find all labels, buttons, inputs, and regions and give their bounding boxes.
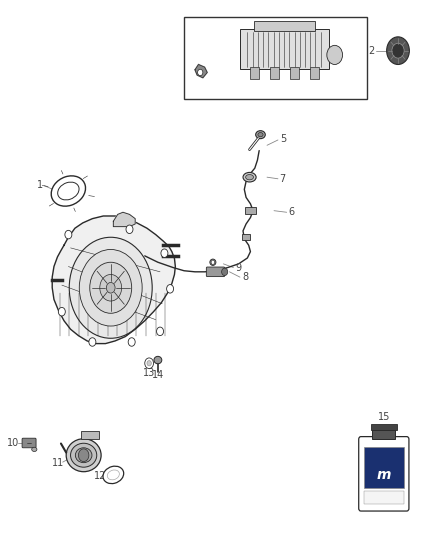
Circle shape bbox=[100, 274, 122, 301]
Bar bbox=[364, 491, 404, 504]
Bar bbox=[290, 67, 299, 79]
Ellipse shape bbox=[107, 470, 120, 480]
FancyBboxPatch shape bbox=[240, 29, 329, 69]
Text: 6: 6 bbox=[288, 207, 294, 217]
Text: 2: 2 bbox=[369, 46, 375, 55]
Bar bbox=[364, 447, 404, 488]
Bar bbox=[245, 207, 256, 214]
Circle shape bbox=[222, 268, 228, 276]
Ellipse shape bbox=[243, 172, 256, 182]
Circle shape bbox=[126, 225, 133, 233]
Ellipse shape bbox=[51, 176, 85, 206]
FancyBboxPatch shape bbox=[206, 267, 225, 277]
FancyBboxPatch shape bbox=[22, 438, 36, 448]
Text: m: m bbox=[377, 469, 391, 482]
Bar bbox=[310, 67, 319, 79]
Circle shape bbox=[78, 449, 89, 462]
Text: 13: 13 bbox=[143, 368, 155, 378]
Bar bbox=[371, 424, 397, 430]
Circle shape bbox=[156, 327, 163, 336]
Circle shape bbox=[89, 338, 96, 346]
Text: 14: 14 bbox=[152, 370, 164, 381]
Ellipse shape bbox=[75, 448, 92, 463]
Text: 12: 12 bbox=[94, 472, 106, 481]
Circle shape bbox=[392, 43, 404, 58]
Ellipse shape bbox=[71, 443, 97, 467]
Text: 3: 3 bbox=[195, 75, 201, 84]
Text: 4: 4 bbox=[245, 65, 251, 75]
Text: 7: 7 bbox=[279, 174, 286, 184]
Ellipse shape bbox=[32, 447, 37, 451]
Circle shape bbox=[387, 37, 410, 64]
Circle shape bbox=[327, 45, 343, 64]
Circle shape bbox=[198, 69, 203, 76]
Circle shape bbox=[90, 262, 132, 313]
Circle shape bbox=[106, 282, 115, 293]
Ellipse shape bbox=[210, 259, 216, 265]
Ellipse shape bbox=[256, 131, 265, 139]
Circle shape bbox=[69, 237, 152, 338]
Text: 9: 9 bbox=[235, 263, 241, 272]
Circle shape bbox=[58, 308, 65, 316]
Polygon shape bbox=[195, 64, 207, 78]
Text: 10: 10 bbox=[7, 438, 19, 448]
Text: 1: 1 bbox=[37, 180, 43, 190]
Circle shape bbox=[166, 285, 173, 293]
Ellipse shape bbox=[246, 174, 254, 180]
Text: 8: 8 bbox=[242, 272, 248, 282]
Circle shape bbox=[145, 358, 153, 368]
Circle shape bbox=[211, 260, 215, 264]
Circle shape bbox=[79, 249, 142, 326]
Bar bbox=[372, 430, 395, 439]
Circle shape bbox=[147, 361, 151, 366]
Polygon shape bbox=[52, 216, 175, 344]
Text: 11: 11 bbox=[52, 458, 64, 468]
Text: 5: 5 bbox=[280, 134, 287, 144]
FancyBboxPatch shape bbox=[359, 437, 409, 511]
Ellipse shape bbox=[103, 466, 124, 483]
Ellipse shape bbox=[258, 133, 263, 137]
Bar bbox=[254, 21, 315, 31]
Circle shape bbox=[128, 338, 135, 346]
Circle shape bbox=[65, 230, 72, 239]
Bar bbox=[270, 67, 279, 79]
Ellipse shape bbox=[154, 357, 162, 364]
Bar bbox=[250, 67, 259, 79]
Circle shape bbox=[161, 249, 168, 257]
Bar bbox=[184, 17, 367, 99]
Ellipse shape bbox=[66, 439, 101, 472]
Ellipse shape bbox=[58, 182, 79, 200]
Text: 15: 15 bbox=[378, 412, 390, 422]
Polygon shape bbox=[113, 212, 135, 227]
Bar bbox=[242, 234, 251, 240]
Bar bbox=[81, 431, 99, 439]
